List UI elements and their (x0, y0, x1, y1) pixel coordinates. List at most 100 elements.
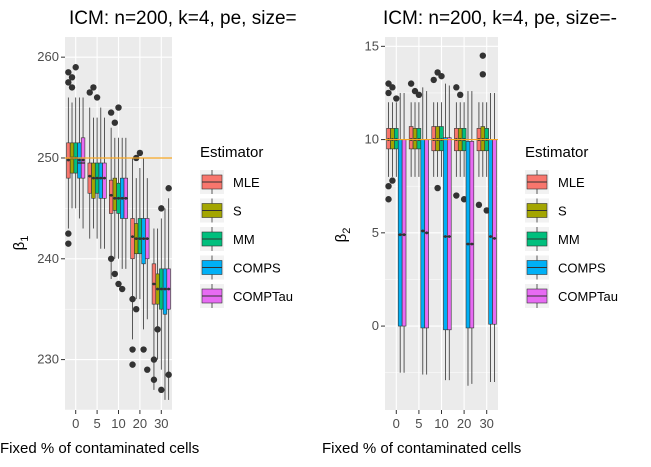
mean-point (109, 193, 113, 197)
mean-point (156, 287, 160, 291)
chart-title: ICM: n=200, k=4, pe, size= (69, 8, 297, 29)
outlier-point (389, 84, 396, 91)
legend-label: MM (233, 232, 255, 247)
outlier-point (107, 255, 115, 262)
svg-text:β1: β1 (11, 236, 31, 251)
x-axis-label: Fixed % of contaminated cells (0, 440, 199, 457)
outlier-point (133, 305, 140, 313)
mean-point (99, 176, 103, 180)
mean-point (131, 235, 134, 239)
mean-point (81, 158, 85, 162)
y-axis-label: β2 (333, 228, 353, 243)
boxplot-comptau-5 (102, 117, 107, 249)
mean-point (163, 287, 167, 291)
outlier-point (460, 196, 468, 203)
chart-panel-beta2: ICM: n=200, k=4, pe, size=- Fixed % of c… (322, 8, 618, 457)
legend-item-mle: MLE (525, 170, 585, 194)
y-axis-label-sub: 1 (19, 236, 31, 242)
outlier-point (93, 94, 101, 101)
boxplot-comps-20 (140, 157, 147, 353)
legend-title: Estimator (200, 144, 263, 161)
box (87, 162, 92, 194)
outlier-point (68, 84, 76, 91)
outlier-point (385, 183, 392, 190)
legend-label: MM (558, 232, 580, 247)
outlier-point (453, 84, 460, 91)
box (447, 137, 452, 331)
box (141, 218, 146, 265)
outlier-point (165, 185, 172, 192)
mean-point (120, 196, 124, 200)
mean-point (124, 196, 128, 200)
outlier-point (154, 326, 161, 333)
box (112, 177, 117, 211)
mean-point (443, 235, 447, 238)
mean-point (142, 237, 145, 241)
legend-item-mm: MM (200, 227, 255, 251)
outlier-point (68, 74, 76, 81)
box (130, 218, 135, 260)
legend-item-s: S (525, 198, 567, 223)
outlier-point (111, 270, 119, 278)
box (465, 141, 471, 329)
y-axis-label-base: β (11, 241, 28, 250)
mean-point (152, 282, 156, 286)
boxplot-comps-10 (443, 83, 448, 381)
x-tick-label: 5 (93, 416, 100, 431)
y-tick-label: 230 (37, 352, 59, 367)
outlier-point (65, 69, 72, 76)
box (162, 268, 168, 315)
outlier-point (483, 207, 490, 214)
x-tick-label: 10 (111, 416, 125, 431)
boxplot-mle-20 (129, 157, 136, 368)
mean-point (66, 158, 70, 162)
legend-label: COMPTau (558, 289, 618, 304)
outlier-point (129, 346, 136, 353)
boxplot-comptau-10 (447, 85, 452, 381)
outlier-point (453, 192, 460, 199)
boxplot-s-30 (154, 228, 161, 360)
x-tick-label: 20 (133, 416, 147, 431)
boxplot-s-20 (133, 154, 140, 313)
outlier-point (438, 72, 445, 80)
mean-point (421, 229, 425, 233)
box (108, 179, 114, 214)
box (469, 141, 475, 329)
mean-point (489, 235, 492, 238)
boxplot-mle-5 (86, 89, 93, 239)
y-tick-label: 0 (372, 318, 379, 333)
boxplot-mm-5 (93, 94, 101, 239)
mean-point (466, 242, 470, 246)
outlier-point (65, 230, 72, 237)
legend-item-mm: MM (525, 227, 580, 251)
box (401, 139, 407, 327)
mean-point (117, 196, 120, 200)
y-tick-label: 15 (365, 38, 379, 53)
box (408, 126, 414, 150)
legend-label: MLE (558, 175, 585, 190)
legend-label: COMPS (558, 261, 606, 276)
outlier-point (144, 366, 151, 373)
box (91, 162, 96, 199)
mean-point (113, 196, 117, 200)
boxplot-comptau-20 (144, 178, 151, 373)
box (102, 162, 107, 199)
outlier-point (430, 76, 437, 84)
mean-point (398, 233, 402, 237)
mean-point (134, 237, 138, 241)
y-axis-label: β1 (11, 236, 31, 251)
box (443, 137, 448, 331)
outlier-point (129, 361, 136, 368)
chart-panel-beta1: ICM: n=200, k=4, pe, size= Fixed % of co… (0, 8, 297, 457)
mean-point (159, 287, 163, 291)
boxplot-mle-10 (107, 109, 115, 279)
legend-label: MLE (233, 175, 260, 190)
plot-area (65, 37, 172, 411)
legend-item-comptau: COMPTau (200, 284, 293, 308)
outlier-point (434, 184, 441, 192)
outlier-point (479, 71, 487, 78)
outlier-point (158, 205, 165, 212)
legend-item-comptau: COMPTau (525, 284, 618, 308)
outlier-point (165, 371, 172, 378)
outlier-point (457, 91, 464, 99)
